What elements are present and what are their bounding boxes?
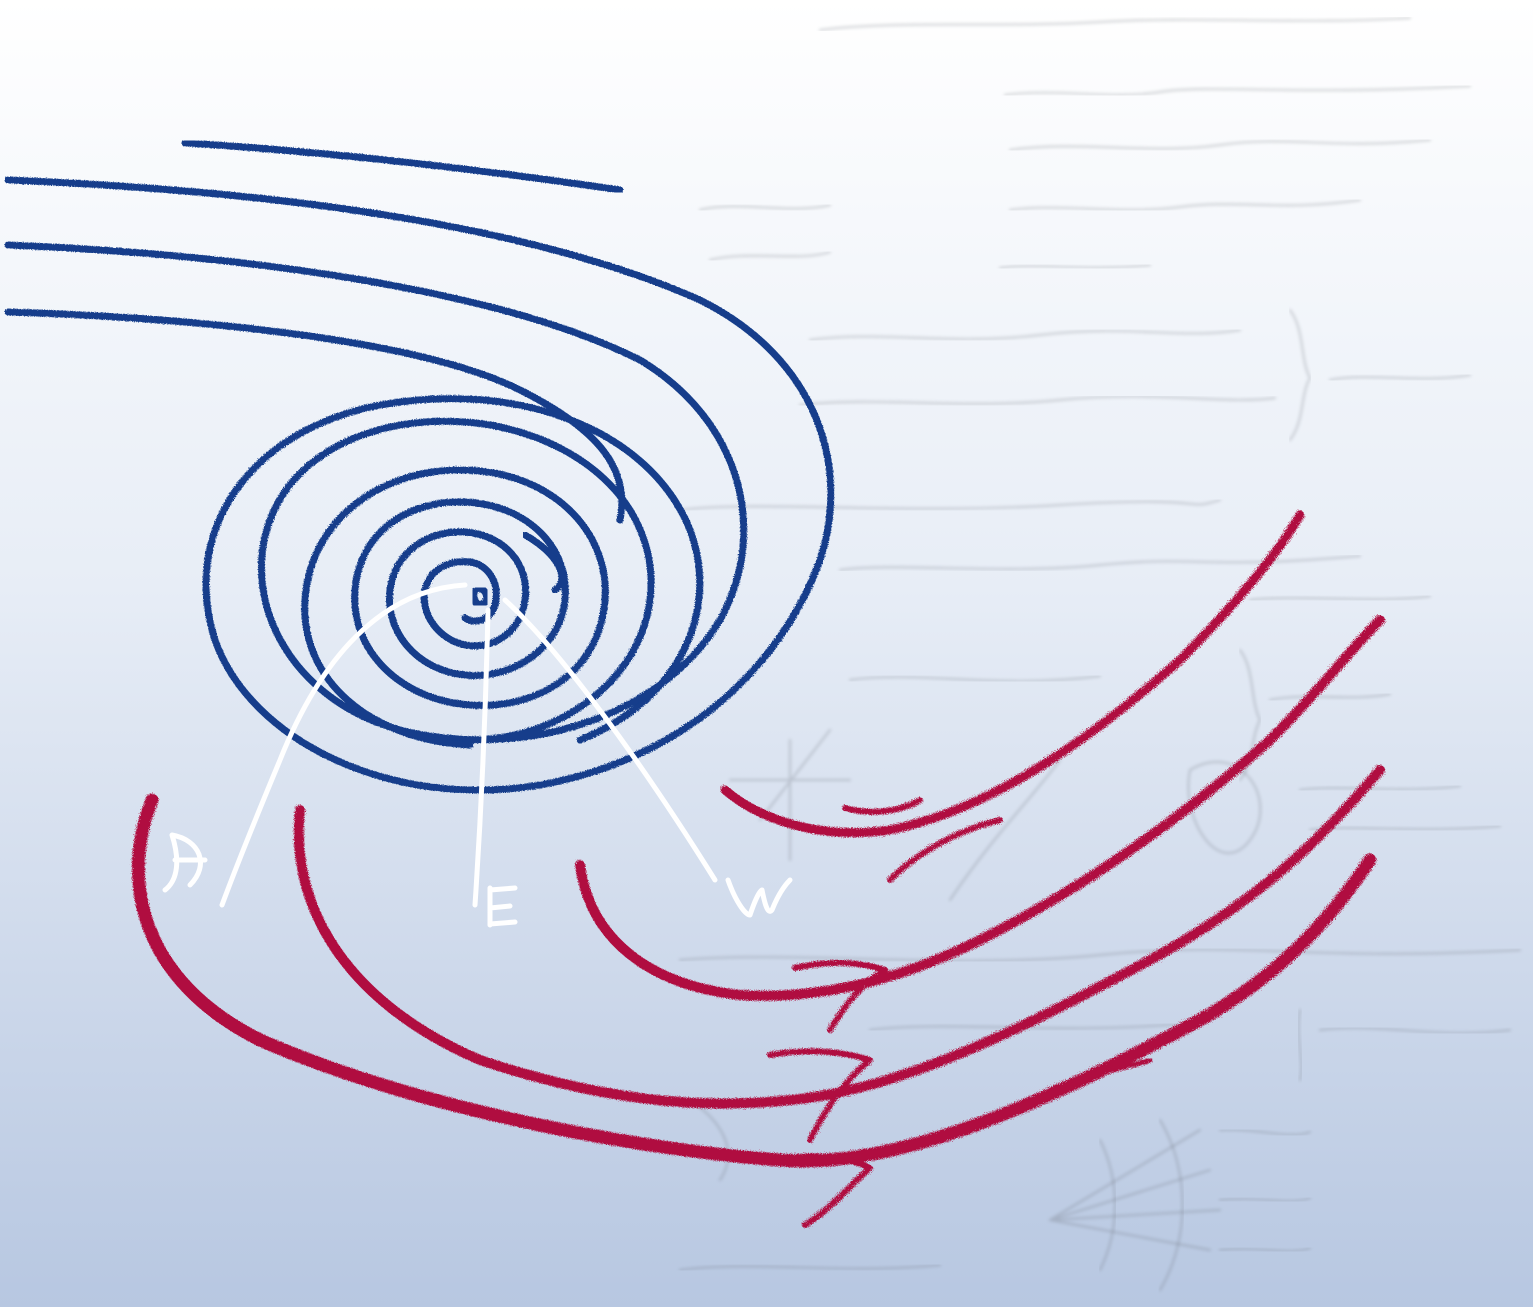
- faded-handwritten-notes: [678, 16, 1522, 1292]
- red-curved-strokes: [131, 510, 1385, 1228]
- blue-spiral: [4, 139, 835, 794]
- white-chalk-lines: [162, 582, 793, 928]
